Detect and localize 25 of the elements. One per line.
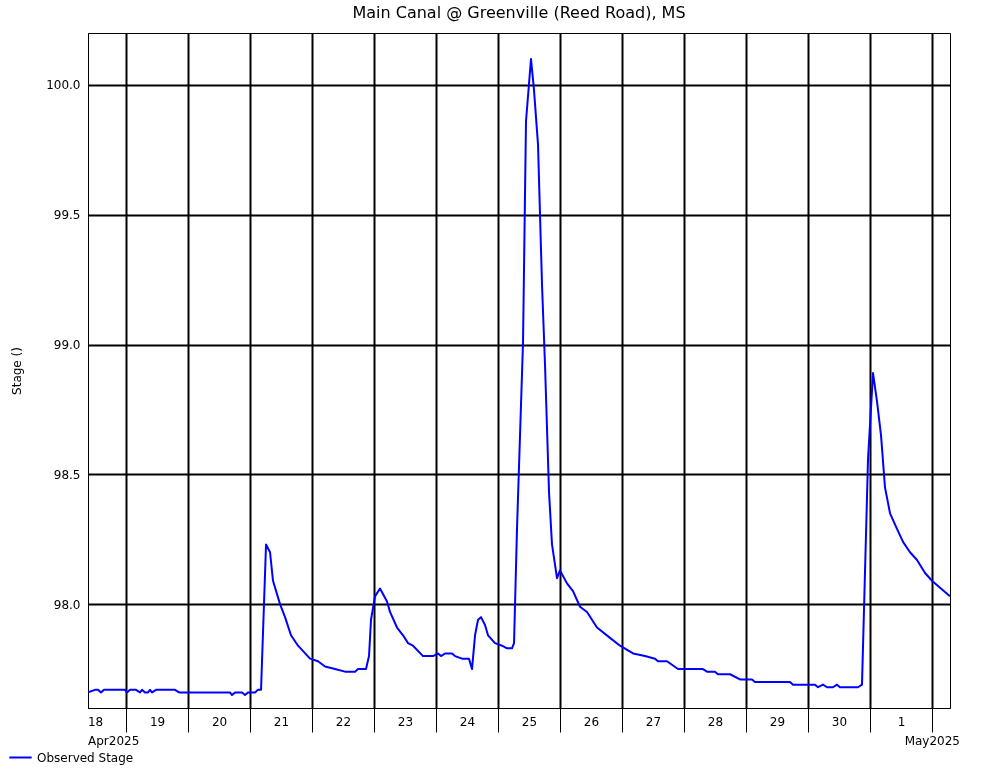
legend-label: Observed Stage	[37, 750, 134, 765]
x-tick-label: 1	[897, 714, 906, 729]
y-tick-label: 98.5	[53, 467, 81, 482]
y-tick-label: 99.0	[53, 338, 81, 353]
x-tick-label: 30	[831, 714, 848, 729]
x-tick-label: 22	[335, 714, 352, 729]
x-tick-label: 26	[583, 714, 600, 729]
x-tick-label: 25	[521, 714, 538, 729]
y-tick-label: 99.5	[53, 208, 81, 223]
x-tick-label: 24	[459, 714, 476, 729]
y-tick-label: 100.0	[46, 78, 81, 93]
y-tick-label: 98.0	[53, 597, 81, 612]
x-tick-label: 27	[645, 714, 662, 729]
x-tick-label: 21	[273, 714, 290, 729]
text: May2025	[904, 734, 960, 748]
y-axis-title: Stage ()	[10, 347, 25, 395]
x-tick-label: 20	[211, 714, 228, 729]
x-tick-label: 28	[707, 714, 724, 729]
line-series	[88, 57, 950, 697]
x-tick-label: 19	[149, 714, 166, 729]
x-tick-label: 29	[769, 714, 786, 729]
chart-title: Main Canal @ Greenville (Reed Road), MS	[352, 3, 686, 22]
text: Apr2025	[88, 734, 140, 748]
x-tick-label: 18	[87, 714, 104, 729]
x-tick-label: 23	[397, 714, 414, 729]
